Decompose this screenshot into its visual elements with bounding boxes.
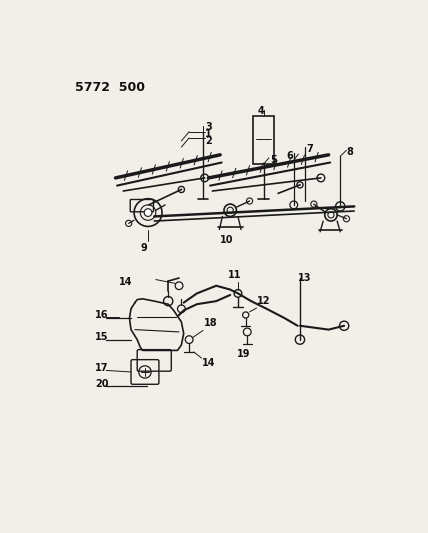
Text: 20: 20 [95,379,109,389]
Circle shape [144,209,152,216]
Text: 13: 13 [297,273,311,284]
Text: 18: 18 [204,318,217,328]
Text: 15: 15 [95,332,109,342]
Text: 14: 14 [202,358,216,368]
Text: 2: 2 [205,135,212,146]
Text: 16: 16 [95,310,109,320]
Text: 5772  500: 5772 500 [75,81,145,94]
Text: 6: 6 [286,151,293,161]
Text: 11: 11 [228,270,241,280]
Text: 7: 7 [306,144,313,154]
Text: 10: 10 [220,235,234,245]
Polygon shape [129,299,184,350]
Text: 12: 12 [257,296,271,306]
Text: 17: 17 [95,363,109,373]
Text: 1: 1 [205,128,212,139]
Text: 14: 14 [119,277,133,287]
Text: 8: 8 [346,147,354,157]
Bar [253,116,273,164]
Text: 4: 4 [258,106,265,116]
Text: 19: 19 [238,349,251,359]
Text: 9: 9 [140,243,147,253]
Text: 5: 5 [270,155,277,165]
Text: 3: 3 [205,122,212,132]
